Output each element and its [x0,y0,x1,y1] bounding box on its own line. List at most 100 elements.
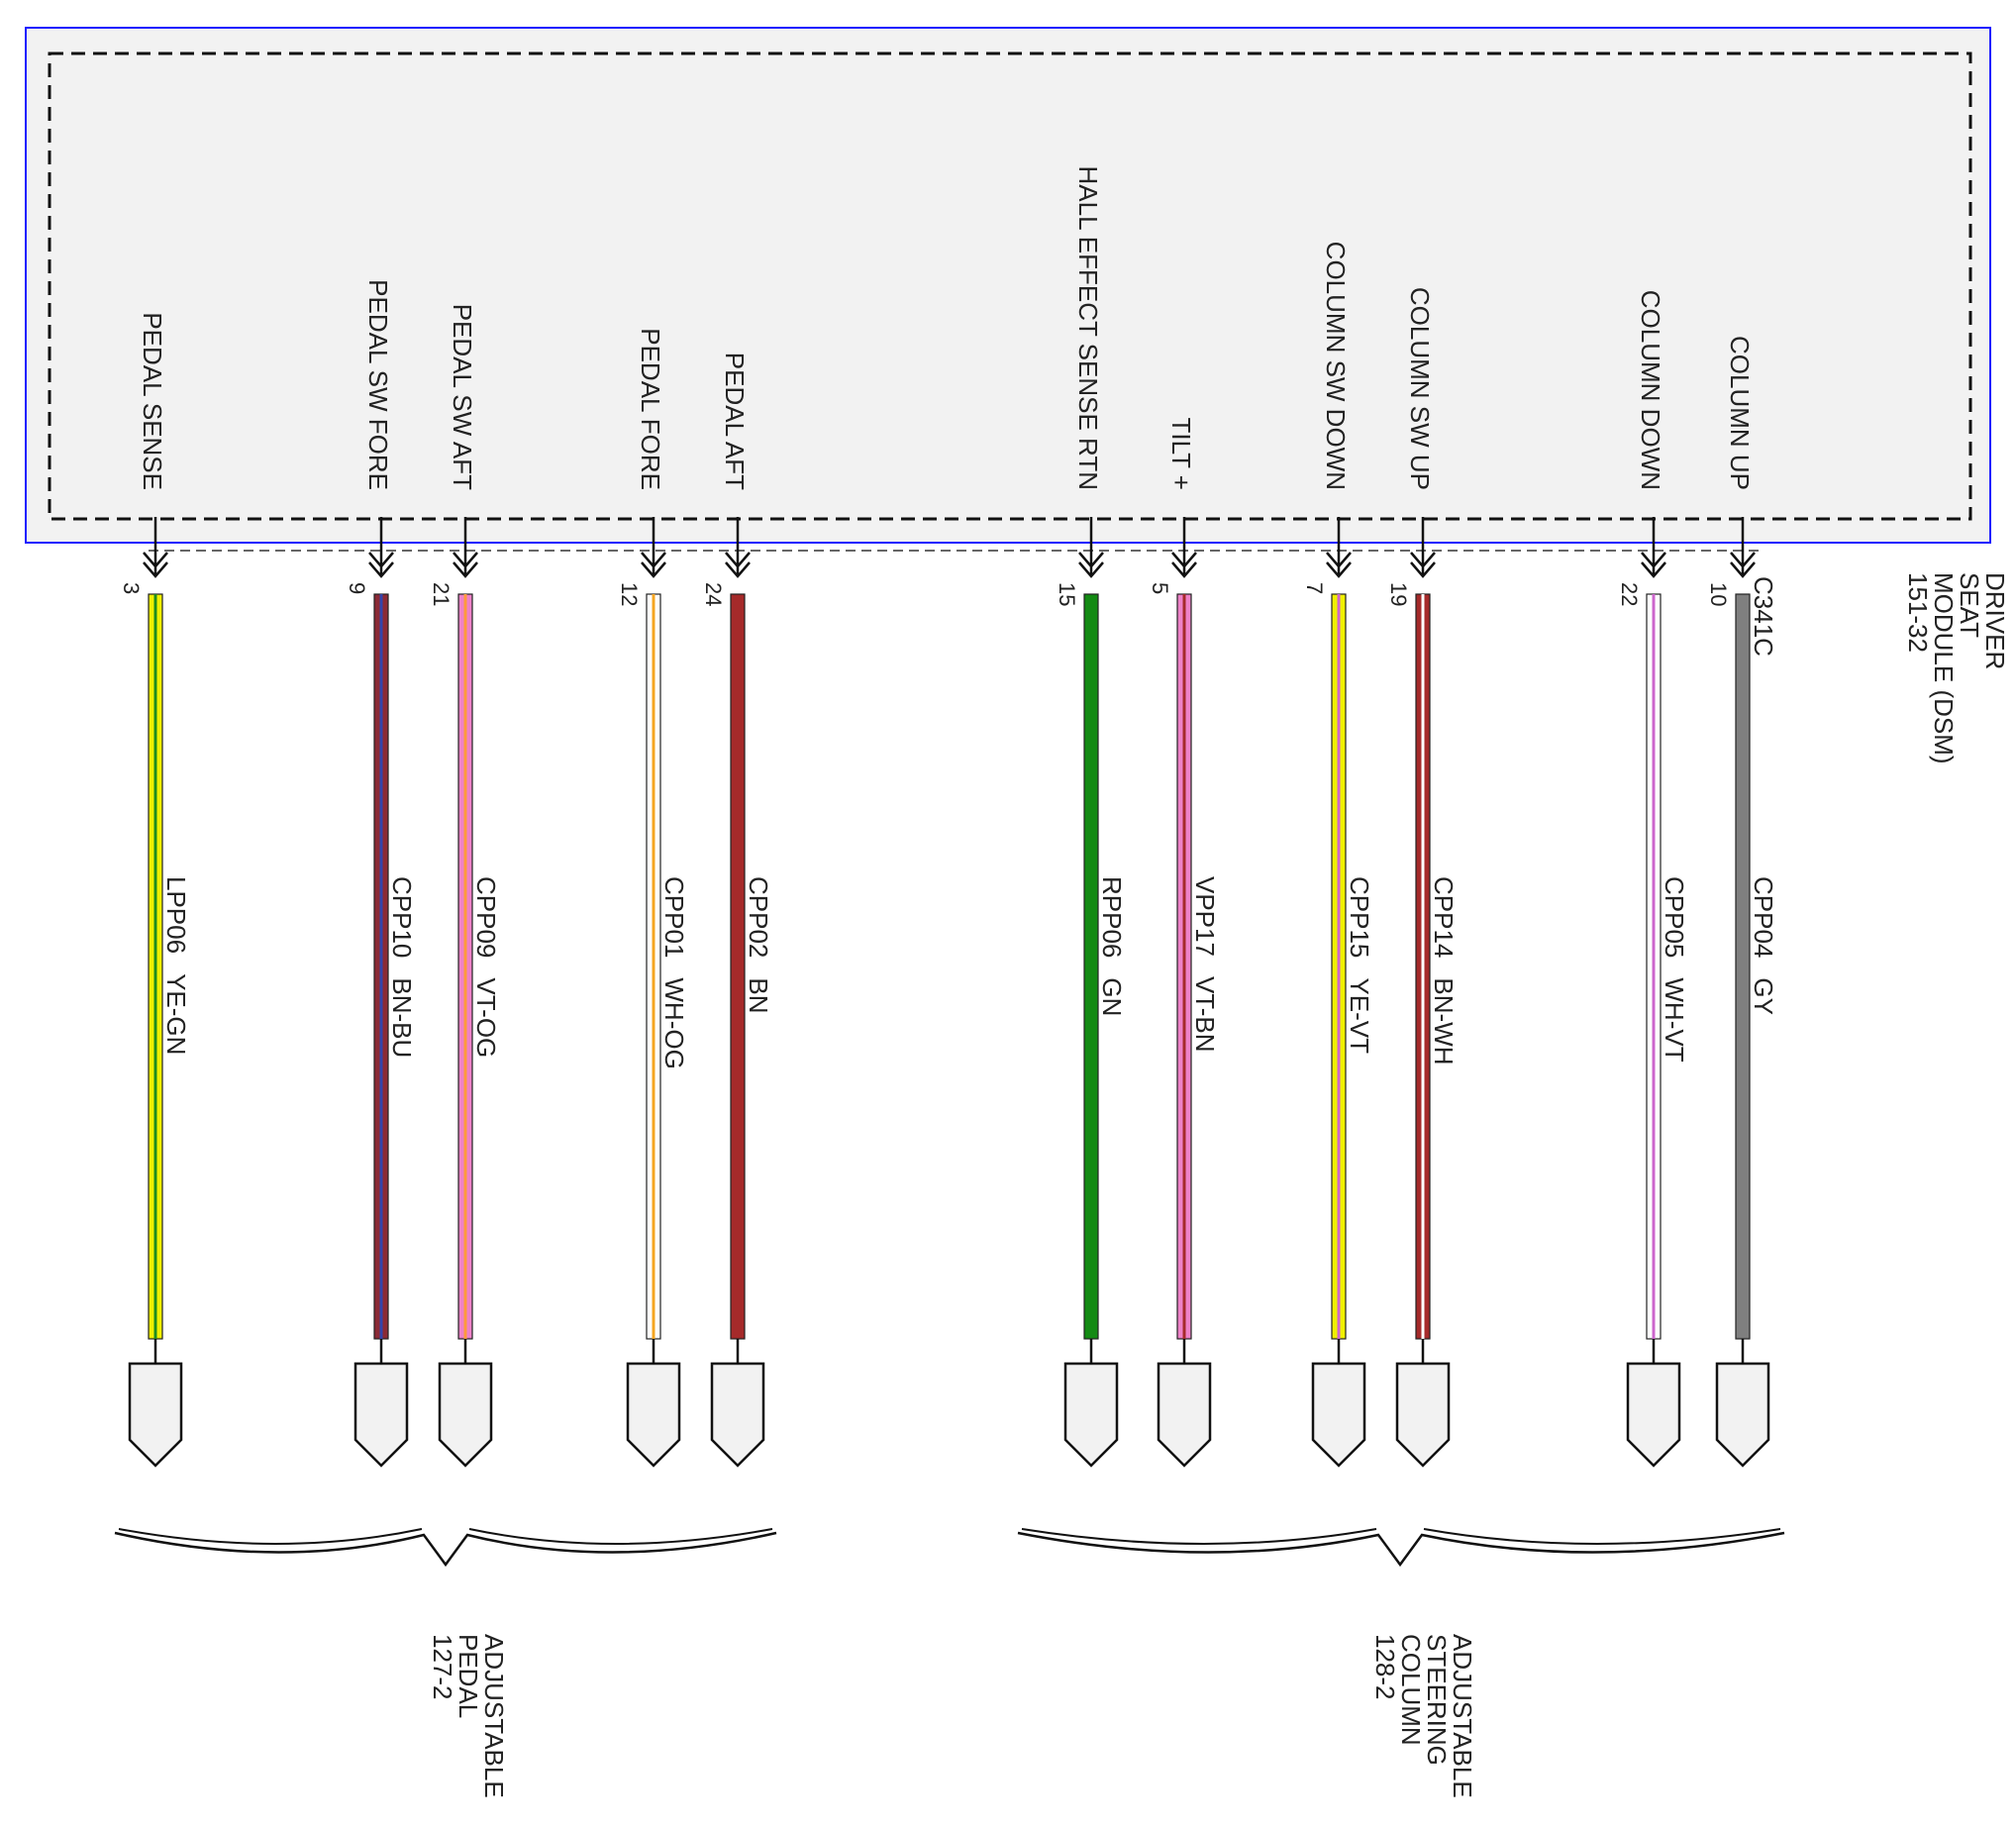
brace-outer [114,1531,777,1568]
circuit-pedal-sw-fore: PEDAL SW FORE 9 CPP10 BN-BU [345,279,417,1468]
terminal-chevron [1730,552,1756,578]
pin-number: 10 [1706,582,1731,606]
wire-color-code: VT-BN [1190,976,1220,1053]
circuit-id: CPP05 [1660,876,1689,958]
circuit-label: CPP09 VT-OG [471,876,501,1058]
pin-number: 9 [345,582,369,594]
pin-number: 21 [429,582,454,606]
circuit-pedal-sense: PEDAL SENSE 3 LPP06 YE-GN [119,312,191,1468]
circuit-column-sw-down: COLUMN SW DOWN 7 CPP15 YE-VT [1302,242,1374,1468]
function-label: PEDAL SW FORE [363,279,393,490]
connector-label: C341C [1749,576,1778,657]
pin-number: 3 [119,582,144,594]
brace-inner-left [1021,1528,1377,1545]
plug-terminal [353,1362,409,1468]
wire-stripe [652,594,655,1339]
circuit-label: CPP15 YE-VT [1345,876,1374,1054]
destination-label-line: ADJUSTABLE [1448,1634,1477,1798]
plug-terminal [626,1362,681,1468]
plug-terminal [1157,1362,1212,1468]
circuit-label: CPP05 WH-VT [1660,876,1689,1063]
circuit-pedal-sw-aft: PEDAL SW AFT 21 CPP09 VT-OG [429,304,501,1468]
wire-color-code: VT-OG [471,977,501,1058]
plug-terminal [438,1362,493,1468]
plug-terminal [1395,1362,1451,1468]
wire-color-code: GY [1749,977,1778,1015]
terminal-chevron [453,552,478,578]
plug-terminal [1311,1362,1366,1468]
wire-color-code: BN-WH [1429,977,1459,1065]
plug-terminal [1063,1362,1119,1468]
wire-stripe [1652,594,1656,1339]
circuit-id: CPP09 [471,876,501,958]
circuit-pedal-fore: PEDAL FORE 12 CPP01 WH-OG [617,328,689,1468]
circuit-id: CPP15 [1345,876,1374,958]
brace-outer [1017,1531,1785,1568]
wire-color-code: YE-GN [161,973,191,1055]
destination-label-line: COLUMN [1396,1634,1426,1746]
circuit-label: LPP06 YE-GN [161,876,191,1055]
module-name-line: SEAT [1955,572,1984,638]
function-label: TILT + [1166,418,1196,490]
circuit-column-sw-up: COLUMN SW UP 19 CPP14 BN-WH [1386,287,1459,1468]
function-label: COLUMN SW DOWN [1321,242,1351,490]
destination-label-line: PEDAL [454,1634,483,1718]
circuit-id: LPP06 [161,876,191,954]
module-name-line: DRIVER [1980,572,2010,669]
plug-terminal [1715,1362,1770,1468]
circuit-id: CPP01 [659,876,689,958]
wire-body [1735,593,1751,1340]
function-label: COLUMN SW UP [1405,287,1435,490]
wire-color-code: BN-BU [387,977,417,1058]
function-label: COLUMN DOWN [1636,290,1665,490]
terminal-chevron [725,552,751,578]
destination-label-line: STEERING [1422,1634,1452,1766]
terminal-chevron [1410,552,1436,578]
function-label: PEDAL AFT [720,353,750,490]
circuit-pedal-aft: PEDAL AFT 24 CPP02 BN [701,353,773,1468]
pin-number: 24 [701,582,726,606]
circuit-label: CPP10 BN-BU [387,876,417,1058]
circuit-id: CPP14 [1429,876,1459,958]
circuit-id: CPP10 [387,876,417,958]
pin-number: 5 [1148,582,1172,594]
terminal-chevron [368,552,394,578]
plug-terminal [128,1362,183,1468]
wire-stripe [463,594,467,1339]
circuit-column-down: COLUMN DOWN 22 CPP05 WH-VT [1617,290,1689,1468]
terminal-chevron [143,552,168,578]
circuit-label: CPP04 GY [1749,876,1778,1015]
wire-stripe [1421,594,1425,1339]
pin-number: 19 [1386,582,1411,606]
terminal-chevron [1326,552,1352,578]
terminal-chevron [641,552,666,578]
terminal-chevron [1078,552,1104,578]
circuit-label: VPP17 VT-BN [1190,876,1220,1053]
circuit-id: CPP04 [1749,876,1778,958]
wire-color-code: GN [1097,977,1127,1016]
circuit-tilt-plus: TILT + 5 VPP17 VT-BN [1148,418,1220,1468]
circuit-label: CPP01 WH-OG [659,876,689,1069]
plug-terminal [1626,1362,1681,1468]
circuit-id: RPP06 [1097,876,1127,958]
function-label: PEDAL SENSE [138,312,167,490]
wire-color-code: WH-OG [659,977,689,1068]
destination-label-line: 127-2 [428,1634,457,1700]
wire-stripe [1337,594,1341,1339]
wire-stripe [153,594,157,1339]
circuit-hall-effect-sense-rtn: HALL EFFECT SENSE RTN 15 RPP06 GN [1055,166,1127,1468]
brace-inner-right [1423,1528,1781,1545]
module-name-line: 151-32 [1903,572,1933,653]
plug-terminal [710,1362,765,1468]
brace-inner-left [118,1528,423,1545]
wire-stripe [1182,594,1186,1339]
pin-number: 7 [1302,582,1327,594]
circuit-column-up: COLUMN UP 10 CPP04 GY [1706,336,1778,1468]
wire-color-code: WH-VT [1660,977,1689,1062]
